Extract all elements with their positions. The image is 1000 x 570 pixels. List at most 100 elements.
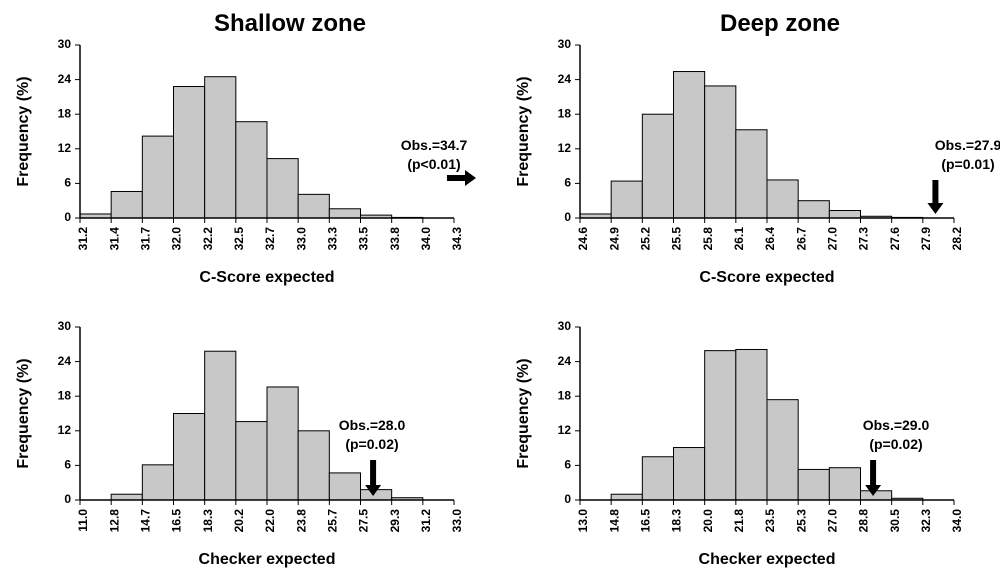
histogram-bar (641, 456, 674, 501)
y-tick-label: 12 (558, 423, 572, 437)
y-axis-label: Frequency (%) (515, 76, 532, 186)
x-tick-label: 33.5 (357, 227, 371, 251)
x-tick-label: 34.3 (450, 227, 464, 251)
histogram-bar (704, 85, 737, 219)
x-tick-label: 32.3 (919, 509, 933, 533)
x-tick-label: 24.6 (576, 227, 590, 251)
histogram-bar (173, 413, 206, 501)
x-tick-label: 31.4 (107, 227, 121, 251)
x-tick-label: 32.7 (263, 227, 277, 251)
y-tick-label: 24 (558, 72, 572, 86)
y-tick-label: 6 (564, 458, 571, 472)
observed-value-label: Obs.=27.9 (935, 137, 1000, 153)
x-tick-label: 25.8 (701, 227, 715, 251)
x-tick-label: 32.0 (170, 227, 184, 251)
x-tick-label: 28.8 (857, 509, 871, 533)
y-tick-label: 18 (58, 106, 72, 120)
histogram-bar (673, 71, 706, 219)
histogram-bar (110, 190, 143, 219)
x-tick-label: 26.7 (794, 227, 808, 251)
y-axis-label: Frequency (%) (15, 358, 32, 468)
histogram-bar (797, 200, 830, 219)
observed-arrow-icon (447, 170, 476, 186)
p-value-label: (p=0.02) (345, 436, 398, 452)
x-tick-label: 23.5 (763, 509, 777, 533)
y-tick-label: 30 (58, 37, 72, 51)
x-tick-label: 33.0 (294, 227, 308, 251)
chart-deep-checker: 0 6 12 18 24 30 13.0 14.8 16.5 18.3 20.0 21.8 23.5 25… (515, 319, 964, 568)
x-tick-label: 25.7 (326, 509, 340, 533)
x-tick-label: 34.0 (950, 509, 964, 533)
p-value-label: (p<0.01) (407, 156, 460, 172)
histogram-bar (610, 180, 643, 219)
histogram-bar (797, 468, 830, 501)
histogram-bar (141, 135, 174, 219)
histogram-bar (828, 467, 862, 501)
x-tick-label: 14.7 (139, 509, 153, 533)
x-axis-label: C-Score expected (699, 269, 834, 286)
y-tick-label: 18 (558, 388, 572, 402)
histogram-bar (235, 421, 268, 501)
y-tick-label: 0 (64, 492, 71, 506)
x-axis-label: C-Score expected (199, 269, 334, 286)
y-axis-label: Frequency (%) (515, 358, 532, 468)
y-tick-label: 24 (58, 72, 72, 86)
y-tick-label: 18 (558, 106, 572, 120)
histogram-bar (673, 447, 706, 501)
x-tick-label: 27.0 (826, 509, 840, 533)
x-tick-label: 31.2 (419, 509, 433, 533)
y-tick-label: 30 (558, 319, 572, 333)
x-tick-label: 31.7 (139, 227, 153, 251)
histogram-bar (297, 193, 330, 219)
observed-value-label: Obs.=34.7 (401, 137, 468, 153)
x-axis-label: Checker expected (199, 551, 336, 568)
x-tick-label: 27.9 (919, 227, 933, 251)
histogram-bar (610, 493, 643, 501)
x-tick-label: 25.2 (639, 227, 653, 251)
histogram-bar (641, 113, 674, 219)
x-tick-label: 18.3 (201, 509, 215, 533)
x-tick-label: 25.5 (670, 227, 684, 251)
x-axis-label: Checker expected (699, 551, 836, 568)
x-tick-label: 20.0 (701, 509, 715, 533)
histogram-bar (828, 210, 862, 219)
y-tick-label: 12 (58, 141, 72, 155)
observed-arrow-icon (865, 460, 882, 496)
y-tick-label: 24 (558, 354, 572, 368)
histogram-bar (735, 129, 768, 219)
y-tick-label: 6 (64, 458, 71, 472)
chart-shallow-checker: 0 6 12 18 24 30 11.0 12.8 14.7 16.5 18.3 20.2 22.0 23… (15, 319, 464, 568)
y-tick-label: 12 (558, 141, 572, 155)
x-tick-label: 18.3 (670, 509, 684, 533)
histogram-bar (235, 121, 268, 219)
x-tick-label: 27.5 (357, 509, 371, 533)
y-axis-label: Frequency (%) (15, 76, 32, 186)
histogram-bar (297, 430, 330, 501)
x-tick-label: 33.8 (388, 227, 402, 251)
histogram-bar (266, 386, 299, 501)
y-tick-label: 0 (564, 492, 571, 506)
histogram-bar (204, 350, 237, 501)
x-tick-label: 20.2 (232, 509, 246, 533)
y-tick-label: 30 (58, 319, 72, 333)
x-tick-label: 16.5 (170, 509, 184, 533)
x-tick-label: 32.5 (232, 227, 246, 251)
x-tick-label: 16.5 (639, 509, 653, 533)
x-tick-label: 25.3 (794, 509, 808, 533)
shallow-zone-title: Shallow zone (213, 10, 366, 37)
x-tick-label: 27.6 (888, 227, 902, 251)
y-tick-label: 30 (558, 37, 572, 51)
y-tick-label: 0 (564, 210, 571, 224)
x-tick-label: 13.0 (576, 509, 590, 533)
x-tick-label: 27.0 (826, 227, 840, 251)
x-tick-label: 27.3 (857, 227, 871, 251)
x-tick-label: 33.0 (450, 509, 464, 533)
histogram-bar (766, 179, 799, 219)
p-value-label: (p=0.01) (941, 156, 994, 172)
y-tick-label: 24 (58, 354, 72, 368)
x-tick-label: 34.0 (419, 227, 433, 251)
x-tick-label: 23.8 (294, 509, 308, 533)
x-tick-label: 22.0 (263, 509, 277, 533)
x-tick-label: 14.8 (607, 509, 621, 533)
y-tick-label: 0 (64, 210, 71, 224)
